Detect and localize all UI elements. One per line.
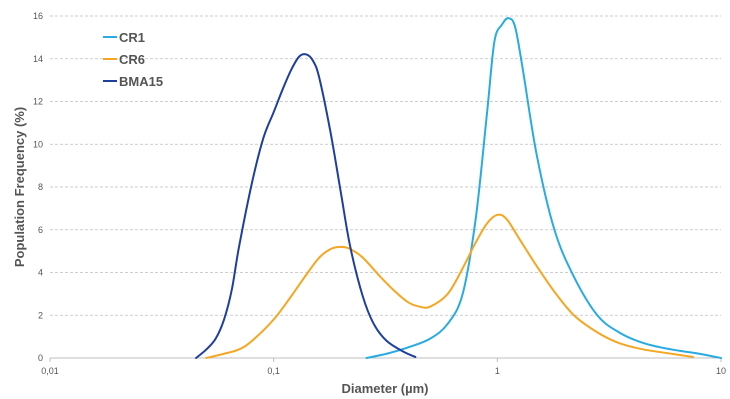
y-tick-label: 0 [38,353,43,363]
x-axis-title: Diameter (µm) [342,381,429,396]
legend: CR1 CR6 BMA15 [103,30,163,89]
y-tick-label: 14 [33,54,43,64]
y-tick-label: 2 [38,310,43,320]
series-line-bma15 [195,53,417,359]
y-axis: 0 2 4 6 8 10 12 14 16 [33,11,43,363]
y-tick-label: 4 [38,268,43,278]
series-lines [195,17,722,359]
y-tick-label: 12 [33,97,43,107]
y-tick-label: 8 [38,182,43,192]
y-tick-label: 16 [33,11,43,21]
x-axis: 0,01 0,1 1 10 [41,358,726,376]
x-tick-label: 10 [716,366,726,376]
y-axis-title: Population Frequency (%) [12,107,27,267]
x-tick-label: 0,1 [267,366,280,376]
x-tick-label: 0,01 [41,366,59,376]
legend-label-cr6: CR6 [119,52,145,67]
x-tick-label: 1 [495,366,500,376]
legend-label-bma15: BMA15 [119,74,163,89]
legend-label-cr1: CR1 [119,30,145,45]
y-tick-label: 10 [33,139,43,149]
series-line-cr1 [365,17,722,359]
series-line-cr6 [205,213,695,359]
grid [50,15,721,359]
y-tick-label: 6 [38,225,43,235]
